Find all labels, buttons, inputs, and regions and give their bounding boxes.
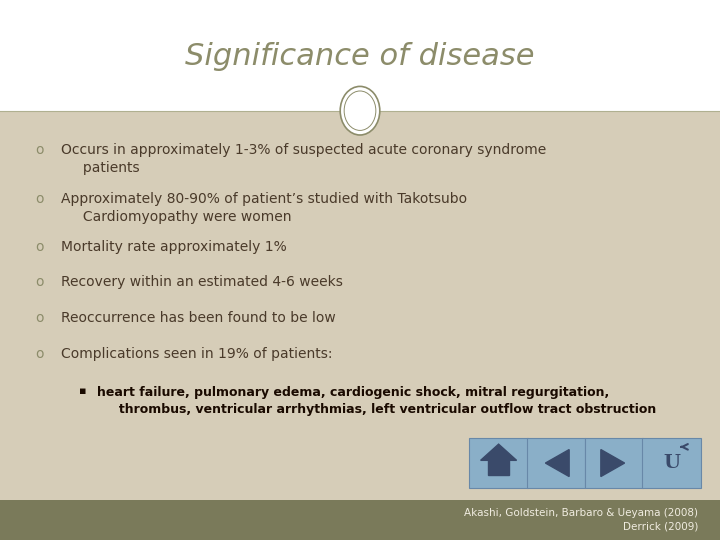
Bar <box>488 458 510 475</box>
Bar <box>0 500 720 540</box>
Ellipse shape <box>340 86 380 135</box>
Text: o: o <box>35 310 44 325</box>
Text: U: U <box>663 454 680 472</box>
Text: ▪: ▪ <box>79 386 86 396</box>
Text: Mortality rate approximately 1%: Mortality rate approximately 1% <box>61 240 287 254</box>
Text: Significance of disease: Significance of disease <box>185 42 535 71</box>
Text: Recovery within an estimated 4-6 weeks: Recovery within an estimated 4-6 weeks <box>61 275 343 289</box>
Bar <box>0 0 720 111</box>
Bar <box>0 119 720 500</box>
FancyBboxPatch shape <box>527 438 585 488</box>
FancyBboxPatch shape <box>642 438 701 488</box>
Text: heart failure, pulmonary edema, cardiogenic shock, mitral regurgitation,
     th: heart failure, pulmonary edema, cardioge… <box>97 386 657 416</box>
Polygon shape <box>546 449 569 476</box>
Text: Akashi, Goldstein, Barbaro & Ueyama (2008)
Derrick (2009): Akashi, Goldstein, Barbaro & Ueyama (200… <box>464 508 698 531</box>
Text: o: o <box>35 192 44 206</box>
Text: o: o <box>35 240 44 254</box>
Text: Approximately 80-90% of patient’s studied with Takotsubo
     Cardiomyopathy wer: Approximately 80-90% of patient’s studie… <box>61 192 467 224</box>
Text: o: o <box>35 143 44 157</box>
Text: o: o <box>35 275 44 289</box>
Text: Reoccurrence has been found to be low: Reoccurrence has been found to be low <box>61 310 336 325</box>
Polygon shape <box>601 449 625 476</box>
Polygon shape <box>481 444 517 460</box>
Text: o: o <box>35 347 44 361</box>
FancyBboxPatch shape <box>469 438 528 488</box>
Text: Occurs in approximately 1-3% of suspected acute coronary syndrome
     patients: Occurs in approximately 1-3% of suspecte… <box>61 143 546 175</box>
FancyBboxPatch shape <box>585 438 643 488</box>
Text: Complications seen in 19% of patients:: Complications seen in 19% of patients: <box>61 347 333 361</box>
Ellipse shape <box>344 91 376 130</box>
Bar <box>0 111 720 119</box>
